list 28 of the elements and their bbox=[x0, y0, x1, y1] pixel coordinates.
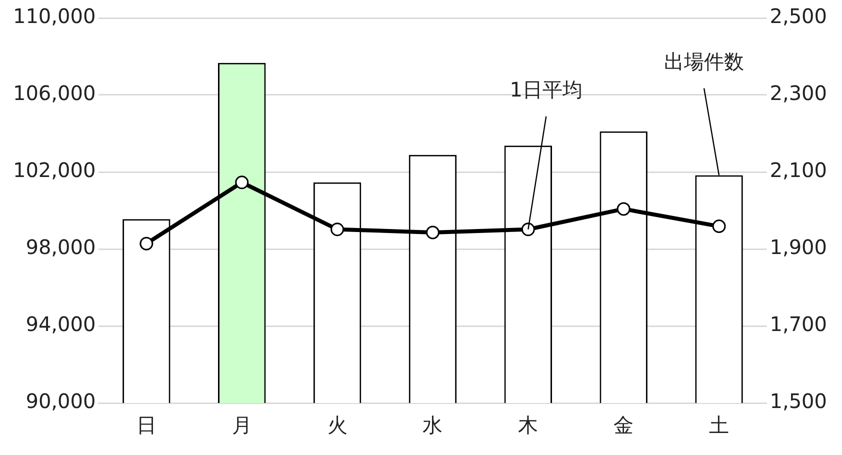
y2-tick-label: 2,500 bbox=[770, 4, 828, 28]
y-tick-label: 90,000 bbox=[26, 389, 96, 414]
x-tick-label: 火 bbox=[327, 413, 348, 438]
text: 1日平均 bbox=[510, 78, 583, 102]
point bbox=[235, 176, 249, 190]
point bbox=[330, 222, 344, 236]
x-tick-label: 金 bbox=[614, 413, 634, 438]
text: 出場件数 bbox=[664, 49, 744, 74]
point bbox=[140, 236, 154, 250]
y-tick-label: 98,000 bbox=[26, 235, 96, 260]
point bbox=[521, 222, 535, 236]
y-tick-label: 94,000 bbox=[26, 312, 96, 336]
point bbox=[426, 226, 440, 240]
point bbox=[712, 220, 726, 234]
x-tick-label: 日 bbox=[136, 413, 156, 438]
x-tick-label: 月 bbox=[232, 413, 252, 438]
y2-tick-label: 1,700 bbox=[770, 312, 828, 336]
y2-tick-label: 2,100 bbox=[770, 158, 828, 182]
point bbox=[616, 202, 630, 216]
y-tick-label: 106,000 bbox=[12, 81, 96, 106]
x-tick-label: 水 bbox=[422, 413, 443, 438]
y-tick-label: 110,000 bbox=[12, 4, 96, 28]
y-tick-label: 102,000 bbox=[12, 158, 96, 182]
x-tick-label: 木 bbox=[518, 413, 538, 438]
y2-tick-label: 2,300 bbox=[770, 81, 828, 106]
y2-tick-label: 1,900 bbox=[770, 235, 828, 260]
x-tick-label: 土 bbox=[709, 413, 730, 438]
y2-tick-label: 1,500 bbox=[770, 389, 828, 414]
